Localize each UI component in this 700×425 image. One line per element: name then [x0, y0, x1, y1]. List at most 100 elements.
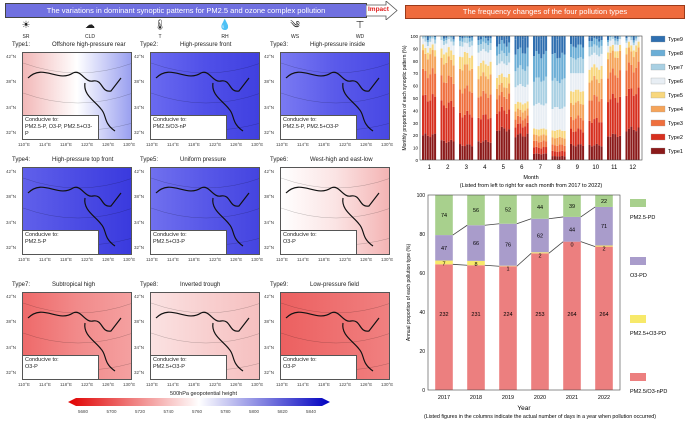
connector-line [516, 253, 532, 267]
annual-bar-segment [563, 241, 581, 390]
map-type-label: Type2: [140, 42, 159, 48]
monthly-bar-segment [445, 40, 448, 44]
monthly-bar-segment [598, 56, 601, 70]
monthly-bar-segment [577, 89, 580, 102]
synoptic-map: Conducive to: O3-P [22, 292, 132, 380]
variable-label: WD [355, 34, 365, 40]
monthly-bar-segment [521, 127, 524, 137]
longitude-label: 126°E [360, 142, 373, 147]
coastline-path [285, 311, 380, 372]
conducive-pollution-types: PM2.5+O3-P [153, 238, 185, 245]
monthly-bar-segment [442, 64, 445, 83]
monthly-bar-segment [487, 45, 490, 53]
year-tick-label: 2017 [438, 395, 450, 401]
monthly-bar-segment [496, 36, 499, 40]
monthly-bar-segment [498, 36, 501, 45]
monthly-bar-segment [563, 156, 566, 160]
monthly-bar-segment [503, 43, 506, 54]
monthly-bar-segment [431, 134, 434, 160]
monthly-bar-segment [579, 44, 582, 58]
annual-bar-segment [595, 246, 613, 390]
year-tick-label: 2018 [470, 395, 482, 401]
monthly-bar-segment [582, 36, 585, 39]
monthly-bar-segment [477, 52, 480, 67]
longitude-label: 126°E [230, 257, 243, 262]
monthly-bar-segment [609, 46, 612, 53]
monthly-bar-segment [577, 115, 580, 129]
longitude-label: 130°E [123, 142, 136, 147]
legend-label: O3-PD [630, 273, 647, 279]
longitude-label: 122°E [81, 257, 94, 262]
monthly-bar-segment [442, 140, 445, 160]
monthly-bar-segment [607, 52, 610, 60]
x-axis-subtitle: (Listed from left to right for each mont… [460, 183, 603, 189]
monthly-bar-segment [521, 69, 524, 87]
monthly-bar-segment [630, 88, 633, 127]
monthly-bar-segment [537, 147, 540, 154]
coastline-path [27, 311, 122, 372]
monthly-bar-segment [593, 36, 596, 38]
monthly-bar-segment [516, 108, 519, 116]
connector-line [580, 206, 596, 218]
monthly-bar-segment [600, 53, 603, 66]
wind-direction-icon: ⊤ [355, 20, 365, 31]
monthly-bar-segment [426, 46, 429, 53]
monthly-bar-segment [635, 67, 638, 95]
monthly-bar-segment [447, 56, 450, 76]
monthly-bar-segment [479, 39, 482, 45]
map-type-label: Type1: [12, 42, 31, 48]
latitude-label: 32°N [134, 130, 145, 135]
monthly-bar-segment [445, 36, 448, 38]
monthly-bar-segment [637, 36, 640, 42]
monthly-bar-segment [500, 106, 503, 127]
monthly-bar-segment [434, 73, 437, 97]
monthly-bar-segment [545, 36, 548, 51]
monthly-bar-segment [625, 95, 628, 132]
synoptic-map: Conducive to: PM2.5-P [22, 167, 132, 255]
monthly-bar-segment [593, 95, 596, 120]
legend-label: Type1 [668, 149, 683, 155]
map-type-label: Type5: [140, 157, 159, 163]
monthly-bar-segment [468, 38, 471, 42]
legend-label: Type8 [668, 51, 683, 57]
monthly-bar-segment [593, 37, 596, 45]
monthly-bar-segment [426, 101, 429, 136]
legend-swatch [650, 77, 666, 85]
monthly-bar-segment [607, 39, 610, 43]
colorbar-tick: 5800 [249, 409, 260, 414]
monthly-bar-segment [588, 69, 591, 83]
monthly-bar-segment [471, 146, 474, 160]
monthly-bar-segment [635, 38, 638, 41]
colorbar-tick: 5840 [306, 409, 317, 414]
longitude-label: 122°E [339, 382, 352, 387]
monthly-bar-segment [574, 118, 577, 132]
longitude-label: 110°E [146, 382, 158, 387]
longitude-label: 126°E [230, 142, 243, 147]
data-label: 39 [569, 204, 575, 210]
monthly-bar-segment [463, 42, 466, 52]
monthly-bar-segment [479, 76, 482, 97]
map-pattern-name: Uniform pressure [180, 157, 227, 163]
annual-bar-segment [435, 264, 453, 390]
data-label: 264 [567, 312, 576, 318]
data-label: 253 [535, 312, 544, 318]
month-tick-label: 1 [428, 165, 432, 171]
monthly-bar-segment [508, 83, 511, 94]
monthly-bar-segment [533, 134, 536, 141]
monthly-bar-segment [537, 136, 540, 143]
monthly-bar-segment [600, 98, 603, 123]
monthly-bar-segment [424, 41, 427, 48]
monthly-bar-segment [611, 133, 614, 160]
monthly-bar-segment [535, 51, 538, 78]
monthly-bar-segment [574, 37, 577, 48]
data-label: 22 [601, 199, 607, 205]
monthly-bar-segment [482, 41, 485, 50]
monthly-bar-segment [593, 44, 596, 53]
y-tick-label: 40 [419, 310, 425, 316]
monthly-bar-segment [496, 130, 499, 160]
monthly-bar-segment [616, 57, 619, 78]
monthly-bar-segment [459, 112, 462, 145]
monthly-bar-segment [484, 76, 487, 94]
monthly-bar-segment [498, 95, 501, 112]
monthly-bar-segment [519, 65, 522, 84]
